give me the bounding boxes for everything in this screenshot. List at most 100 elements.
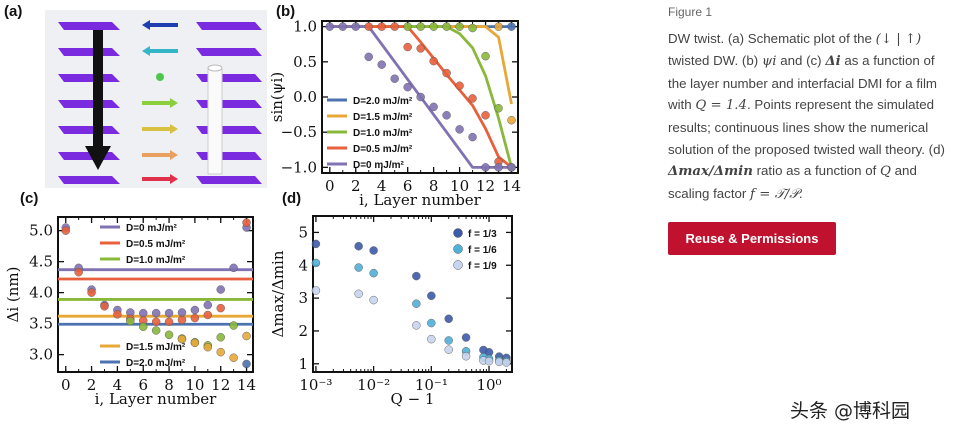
layer-plate-right [196, 22, 262, 30]
data-point [138, 308, 148, 318]
series-line-D=0.5 mJ/m² [329, 25, 513, 169]
black-arrow-head [85, 146, 111, 170]
panel-label-b: (b) [276, 3, 296, 20]
data-point [403, 22, 412, 31]
data-point [444, 345, 453, 354]
data-point [164, 330, 174, 340]
data-point [412, 299, 421, 308]
data-point [100, 302, 109, 311]
data-point [311, 239, 321, 249]
data-point [126, 316, 135, 326]
data-point [442, 68, 451, 78]
data-point [229, 321, 238, 330]
data-point [216, 285, 225, 294]
x-tick-label: 12 [211, 376, 230, 394]
data-point [481, 163, 490, 172]
y-tick-label: 0.5 [293, 53, 317, 71]
data-point [164, 308, 174, 318]
x-tick-label: 0 [61, 376, 71, 394]
plot-frame [312, 215, 513, 373]
data-point [229, 263, 238, 273]
legend-marker [453, 228, 463, 238]
data-point [113, 310, 122, 319]
layer-plate-left [58, 126, 120, 134]
x-axis-label: Q − 1 [391, 390, 435, 408]
layer-plate-left [58, 74, 120, 82]
data-point [338, 22, 348, 31]
caption-part: twisted DW. (b) [668, 53, 762, 69]
x-tick-label: 8 [429, 177, 439, 195]
caption-part: and (c) [776, 53, 826, 69]
caption-math: f = 𝒯/𝒫 [750, 186, 799, 202]
data-point [87, 288, 96, 297]
data-point [177, 315, 187, 325]
caption-part: and scaling factor [668, 163, 917, 201]
data-point [354, 241, 363, 251]
white-cylinder-top [207, 64, 223, 72]
data-point [416, 22, 425, 31]
data-point [416, 92, 425, 102]
data-point [455, 125, 464, 134]
x-axis-label: i, Layer number [95, 390, 218, 408]
x-tick-label: 4 [377, 177, 387, 195]
data-point [216, 347, 225, 357]
data-point [390, 22, 399, 31]
data-point [151, 326, 161, 335]
data-point [203, 310, 213, 320]
data-point [429, 56, 438, 66]
x-tick-label: 2 [351, 177, 361, 195]
y-tick-label: 5.0 [29, 222, 53, 240]
legend-label: D=1.5 mJ/m² [126, 342, 186, 353]
data-point [427, 334, 436, 344]
data-point [416, 44, 425, 53]
data-point [369, 268, 378, 278]
caption-math: Q [880, 164, 891, 180]
x-tick-label: 10 [185, 376, 204, 394]
layer-plate-left [58, 48, 120, 56]
data-point [429, 102, 438, 112]
legend-label: f = 1/6 [468, 245, 497, 256]
data-point [403, 42, 412, 52]
data-point [151, 317, 161, 327]
data-point [494, 104, 503, 113]
y-tick-label: 4.5 [29, 253, 53, 271]
y-tick-label: −1.0 [281, 158, 317, 176]
arrow-head [170, 174, 178, 184]
reuse-permissions-button[interactable]: Reuse & Permissions [668, 222, 836, 255]
legend-label: D=1.5 mJ/m² [353, 112, 413, 123]
x-tick-label: 2 [87, 376, 97, 394]
data-point [325, 22, 335, 31]
x-tick-label: 10⁻³ [299, 376, 332, 394]
x-tick-label: 14 [237, 376, 256, 394]
arrow-head [170, 150, 178, 160]
legend-label: D=0 mJ/m² [126, 223, 178, 234]
y-tick-label: −0.5 [281, 123, 317, 141]
legend-marker [453, 260, 463, 270]
data-point [242, 331, 251, 341]
x-tick-label: 4 [113, 376, 123, 394]
data-point [484, 356, 494, 366]
data-point [354, 263, 363, 272]
data-point [354, 289, 363, 299]
caption-text: DW twist. (a) Schematic plot of the (↓ |… [668, 28, 953, 206]
data-point [311, 286, 321, 295]
schematic-background [45, 10, 267, 188]
data-point [461, 351, 471, 361]
caption-math: (↓ | ↑) [875, 31, 922, 47]
caption-part: as a function of the layer number and in… [668, 53, 938, 113]
data-point [61, 226, 70, 235]
data-point [390, 74, 399, 83]
panel-b-chart: 0 2 4 6 8 10 12 14 −1.0 −0.5 0.0 0.5 1.0 i, Layer num… [268, 18, 521, 209]
data-point [461, 333, 471, 342]
data-point [242, 359, 251, 369]
figure-caption: Figure 1 DW twist. (a) Schematic plot of… [668, 2, 953, 205]
panel-c-chart: 0 2 4 6 8 10 12 14 3.0 3.5 4.0 4.5 5.0 i, Layer numbe… [4, 216, 256, 408]
x-axis-label: i, Layer number [359, 191, 482, 209]
x-tick-label: 6 [138, 376, 148, 394]
data-point [177, 334, 187, 344]
data-point [442, 22, 451, 31]
data-point [369, 295, 378, 305]
x-tick-label: 12 [476, 177, 495, 195]
layer-plate-right [196, 48, 262, 56]
caption-part: ratio as a function of [752, 163, 881, 179]
